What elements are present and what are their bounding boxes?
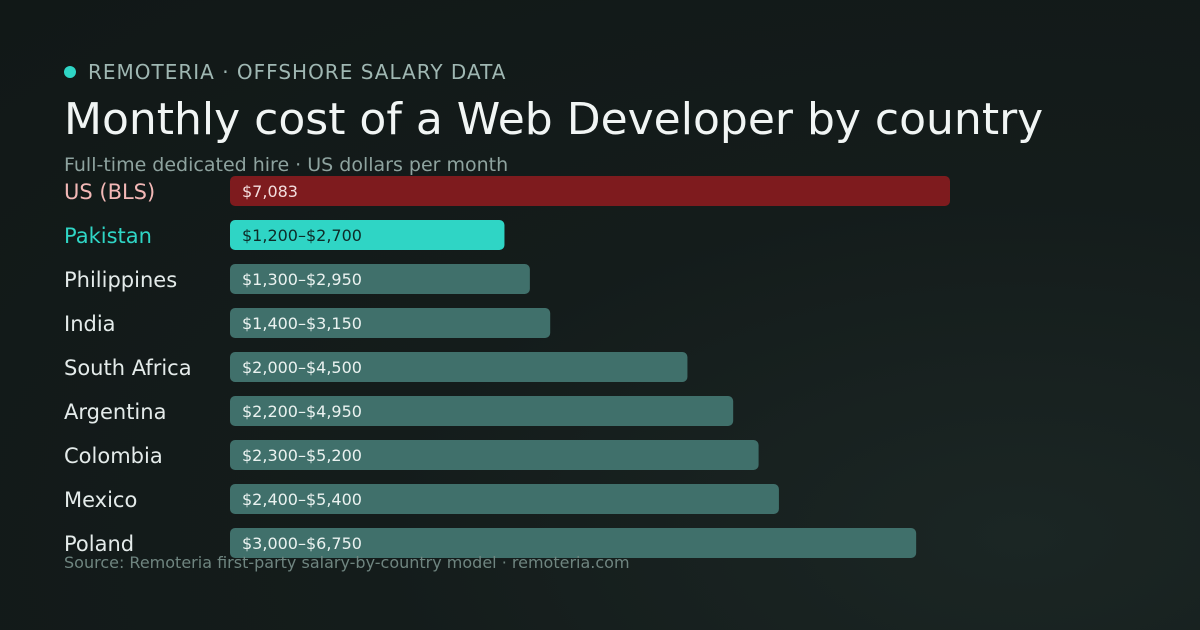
brand-text: REMOTERIA · OFFSHORE SALARY DATA (88, 60, 507, 84)
bar-value-label-philippines: $1,300–$2,950 (242, 270, 362, 289)
brand-dot-icon (64, 66, 76, 78)
bar-india (230, 308, 551, 338)
bar-value-label-colombia: $2,300–$5,200 (242, 446, 362, 465)
bar-south-africa (230, 352, 688, 382)
bar-pakistan (230, 220, 505, 250)
source-note: Source: Remoteria first-party salary-by-… (64, 553, 630, 572)
category-label-south-africa: South Africa (64, 356, 192, 380)
category-label-colombia: Colombia (64, 444, 163, 468)
bar-argentina (230, 396, 734, 426)
bar-value-label-south-africa: $2,000–$4,500 (242, 358, 362, 377)
bar-philippines (230, 264, 530, 294)
bar-colombia (230, 440, 759, 470)
brand-line: REMOTERIA · OFFSHORE SALARY DATA (64, 60, 506, 84)
bar-us-bls (230, 176, 950, 206)
bar-mexico (230, 484, 779, 514)
bar-value-label-argentina: $2,200–$4,950 (242, 402, 362, 421)
chart-subtitle: Full-time dedicated hire · US dollars pe… (64, 154, 509, 176)
bar-value-label-poland: $3,000–$6,750 (242, 534, 362, 553)
bar-value-label-us-bls: $7,083 (242, 182, 298, 201)
bar-value-label-india: $1,400–$3,150 (242, 314, 362, 333)
category-label-pakistan: Pakistan (64, 224, 152, 248)
bar-value-label-pakistan: $1,200–$2,700 (242, 226, 362, 245)
bar-value-label-mexico: $2,400–$5,400 (242, 490, 362, 509)
category-label-argentina: Argentina (64, 400, 166, 424)
category-label-mexico: Mexico (64, 488, 137, 512)
bar-poland (230, 528, 917, 558)
category-label-philippines: Philippines (64, 268, 177, 292)
chart-title: Monthly cost of a Web Developer by count… (64, 94, 1044, 145)
category-label-india: India (64, 312, 116, 336)
category-label-poland: Poland (64, 532, 134, 556)
category-label-us-bls: US (BLS) (64, 180, 155, 204)
